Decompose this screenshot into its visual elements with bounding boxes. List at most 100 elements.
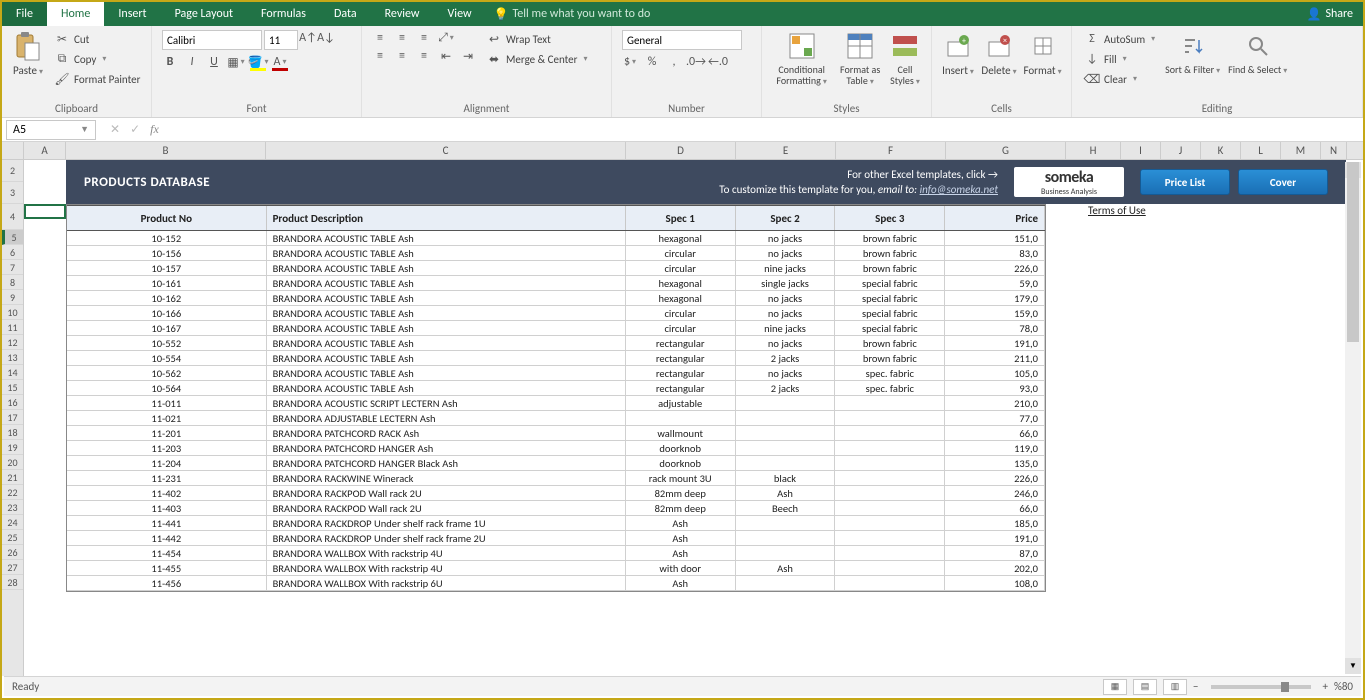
cell[interactable]: 11-403 xyxy=(67,501,267,515)
format-as-table-button[interactable]: Format as Table xyxy=(835,28,885,89)
cell[interactable] xyxy=(835,501,945,515)
column-header-G[interactable]: G xyxy=(946,142,1066,159)
cell[interactable] xyxy=(736,456,836,470)
cell[interactable] xyxy=(835,561,945,575)
row-header-15[interactable]: 15 xyxy=(2,380,23,395)
cell[interactable]: 11-456 xyxy=(67,576,267,590)
font-size-select[interactable] xyxy=(264,30,298,50)
zoom-slider[interactable] xyxy=(1211,685,1311,689)
row-header-11[interactable]: 11 xyxy=(2,320,23,335)
cell[interactable]: 59,0 xyxy=(945,276,1045,290)
table-row[interactable]: 11-455BRANDORA WALLBOX With rackstrip 4U… xyxy=(67,561,1045,576)
table-row[interactable]: 11-402BRANDORA RACKPOD Wall rack 2U82mm … xyxy=(67,486,1045,501)
cell[interactable]: 10-552 xyxy=(67,336,267,350)
cell[interactable] xyxy=(626,411,736,425)
cell[interactable]: 202,0 xyxy=(945,561,1045,575)
column-header-M[interactable]: M xyxy=(1281,142,1321,159)
enter-formula-icon[interactable]: ✓ xyxy=(130,122,140,137)
formula-input[interactable] xyxy=(169,120,1363,140)
row-header-4[interactable]: 4 xyxy=(2,204,23,230)
row-header-3[interactable]: 3 xyxy=(2,182,23,204)
cell[interactable]: BRANDORA RACKPOD Wall rack 2U xyxy=(267,501,626,515)
cell[interactable]: special fabric xyxy=(835,276,945,290)
cell[interactable]: no jacks xyxy=(736,306,836,320)
cell[interactable]: 119,0 xyxy=(945,441,1045,455)
table-row[interactable]: 10-167BRANDORA ACOUSTIC TABLE Ashcircula… xyxy=(67,321,1045,336)
email-link[interactable]: info@someka.net xyxy=(920,183,998,196)
cell[interactable]: BRANDORA RACKWINE Winerack xyxy=(267,471,626,485)
table-row[interactable]: 11-456BRANDORA WALLBOX With rackstrip 6U… xyxy=(67,576,1045,591)
cell[interactable]: 191,0 xyxy=(945,336,1045,350)
table-row[interactable]: 11-403BRANDORA RACKPOD Wall rack 2U82mm … xyxy=(67,501,1045,516)
cell[interactable]: 11-231 xyxy=(67,471,267,485)
row-header-27[interactable]: 27 xyxy=(2,560,23,575)
align-center-icon[interactable]: ≡ xyxy=(394,48,410,64)
column-header-B[interactable]: B xyxy=(66,142,266,159)
cell[interactable]: black xyxy=(736,471,836,485)
row-header-20[interactable]: 20 xyxy=(2,455,23,470)
row-header-14[interactable]: 14 xyxy=(2,365,23,380)
cell[interactable]: 151,0 xyxy=(945,231,1045,245)
cell[interactable]: 11-455 xyxy=(67,561,267,575)
column-header-E[interactable]: E xyxy=(736,142,836,159)
column-header-D[interactable]: D xyxy=(626,142,736,159)
wrap-text-button[interactable]: ↩Wrap Text xyxy=(484,30,590,48)
cell[interactable]: hexagonal xyxy=(626,291,736,305)
merge-center-button[interactable]: ⬌Merge & Center xyxy=(484,50,590,68)
cell[interactable] xyxy=(835,531,945,545)
cell[interactable]: 11-442 xyxy=(67,531,267,545)
cell[interactable]: no jacks xyxy=(736,246,836,260)
scroll-down-icon[interactable]: ▼ xyxy=(1345,658,1361,674)
cell[interactable]: 11-204 xyxy=(67,456,267,470)
cell[interactable]: BRANDORA PATCHCORD HANGER Black Ash xyxy=(267,456,626,470)
table-row[interactable]: 10-162BRANDORA ACOUSTIC TABLE Ashhexagon… xyxy=(67,291,1045,306)
cell[interactable]: BRANDORA ADJUSTABLE LECTERN Ash xyxy=(267,411,626,425)
fill-button[interactable]: ↓Fill xyxy=(1082,50,1157,68)
cell[interactable] xyxy=(736,546,836,560)
cell[interactable]: BRANDORA ACOUSTIC TABLE Ash xyxy=(267,366,626,380)
cell[interactable] xyxy=(835,456,945,470)
cell[interactable] xyxy=(835,396,945,410)
cell[interactable]: 10-157 xyxy=(67,261,267,275)
row-header-24[interactable]: 24 xyxy=(2,515,23,530)
terms-link[interactable]: Terms of Use xyxy=(1088,204,1146,217)
tab-view[interactable]: View xyxy=(434,2,486,26)
tab-insert[interactable]: Insert xyxy=(104,2,160,26)
tab-review[interactable]: Review xyxy=(371,2,434,26)
vertical-scrollbar[interactable]: ▲ ▼ xyxy=(1345,162,1361,674)
cell[interactable]: spec. fabric xyxy=(835,366,945,380)
find-select-button[interactable]: Find & Select xyxy=(1224,28,1291,78)
conditional-formatting-button[interactable]: Conditional Formatting xyxy=(768,28,835,89)
table-row[interactable]: 11-454BRANDORA WALLBOX With rackstrip 4U… xyxy=(67,546,1045,561)
cell[interactable]: circular xyxy=(626,246,736,260)
cell[interactable]: 78,0 xyxy=(945,321,1045,335)
cell[interactable]: BRANDORA ACOUSTIC TABLE Ash xyxy=(267,231,626,245)
row-header-26[interactable]: 26 xyxy=(2,545,23,560)
delete-cells-button[interactable]: ×Delete xyxy=(978,28,1020,79)
row-header-19[interactable]: 19 xyxy=(2,440,23,455)
cell[interactable]: rectangular xyxy=(626,351,736,365)
cell[interactable]: circular xyxy=(626,321,736,335)
column-header-L[interactable]: L xyxy=(1241,142,1281,159)
cell[interactable]: 66,0 xyxy=(945,426,1045,440)
table-row[interactable]: 10-157BRANDORA ACOUSTIC TABLE Ashcircula… xyxy=(67,261,1045,276)
tab-page-layout[interactable]: Page Layout xyxy=(161,2,247,26)
cell[interactable] xyxy=(835,546,945,560)
row-header-2[interactable]: 2 xyxy=(2,160,23,182)
cell[interactable]: 211,0 xyxy=(945,351,1045,365)
share-button[interactable]: 👤 Share xyxy=(1306,7,1353,22)
tab-file[interactable]: File xyxy=(2,2,47,26)
cell[interactable]: 82mm deep xyxy=(626,486,736,500)
cell[interactable]: Beech xyxy=(736,501,836,515)
cell[interactable]: BRANDORA ACOUSTIC TABLE Ash xyxy=(267,246,626,260)
cell[interactable]: spec. fabric xyxy=(835,381,945,395)
price-list-button[interactable]: Price List xyxy=(1140,169,1230,195)
cell[interactable]: 93,0 xyxy=(945,381,1045,395)
zoom-in-icon[interactable]: + xyxy=(1323,680,1328,693)
column-header-A[interactable]: A xyxy=(24,142,66,159)
table-row[interactable]: 11-204BRANDORA PATCHCORD HANGER Black As… xyxy=(67,456,1045,471)
cell[interactable]: BRANDORA PATCHCORD HANGER Ash xyxy=(267,441,626,455)
row-header-7[interactable]: 7 xyxy=(2,260,23,275)
orientation-icon[interactable]: ⤢ xyxy=(438,30,454,46)
cell[interactable]: 191,0 xyxy=(945,531,1045,545)
